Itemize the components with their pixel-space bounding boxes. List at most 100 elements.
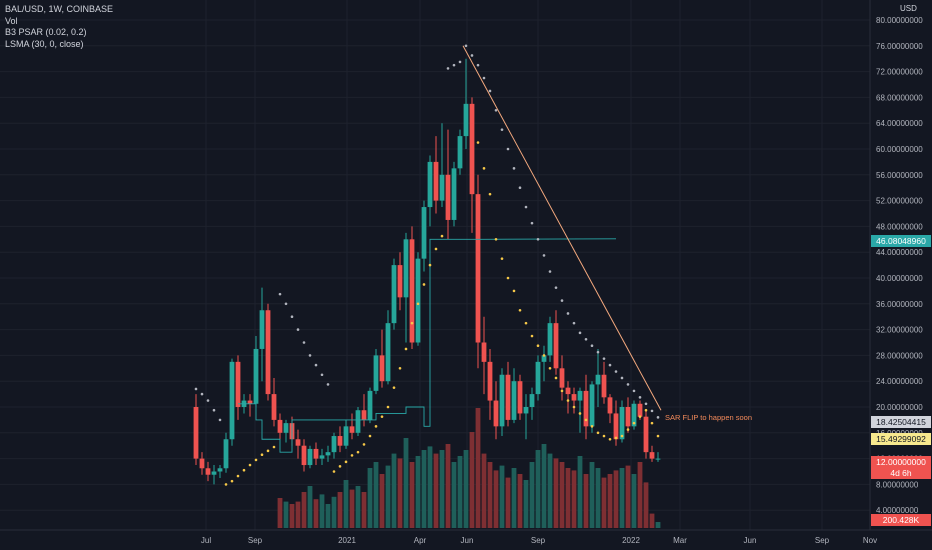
y-tick-label: 32.00000000	[876, 326, 923, 335]
candle-body	[259, 310, 265, 349]
psar-dot	[458, 60, 462, 64]
psar-dot	[650, 409, 654, 413]
psar-dot	[626, 383, 630, 386]
volume-bar	[451, 462, 457, 528]
candle-body	[577, 390, 583, 401]
y-tick-label: 80.00000000	[876, 16, 923, 25]
volume-bar	[391, 453, 397, 528]
volume-bar	[403, 438, 409, 528]
volume-bar	[361, 492, 367, 528]
volume-bar	[577, 456, 583, 528]
candle-body	[517, 381, 523, 414]
psar-dot	[626, 428, 630, 431]
psar-dot	[236, 474, 240, 478]
psar-dot	[590, 344, 594, 348]
candle-body	[391, 265, 397, 324]
y-tick-label: 76.00000000	[876, 42, 923, 51]
psar-dot	[572, 321, 576, 325]
psar-dot	[536, 344, 540, 348]
volume-bar	[295, 501, 301, 528]
psar-dot	[524, 205, 528, 209]
candle-body	[253, 348, 259, 404]
volume-bar	[589, 462, 595, 528]
volume-bar	[421, 450, 427, 528]
psar-dot	[656, 434, 660, 438]
candle-body	[361, 410, 367, 420]
candle-body	[265, 310, 271, 395]
candle-body	[331, 436, 337, 453]
psar-dot	[404, 347, 408, 351]
candle-body	[277, 419, 283, 433]
psar-dot	[566, 399, 570, 402]
x-tick-label: 2022	[622, 536, 640, 545]
candlesticks	[193, 58, 661, 485]
y-tick-label: 8.00000000	[876, 480, 919, 489]
psar-dot	[230, 479, 234, 483]
legend-symbol[interactable]: BAL/USD, 1W, COINBASE	[5, 4, 114, 14]
volume-tag: 200.428K	[871, 514, 931, 526]
volume-bar	[475, 408, 481, 528]
psar-dot	[614, 370, 618, 373]
psar-dot	[596, 350, 600, 354]
psar-dot	[602, 434, 606, 438]
x-tick-label: Sep	[531, 536, 546, 545]
y-tick-label: 36.00000000	[876, 300, 923, 309]
psar-dot	[356, 450, 360, 454]
volume-bar	[379, 474, 385, 528]
psar-dot	[620, 434, 624, 438]
legend-psar[interactable]: B3 PSAR (0.02, 0.2)	[5, 27, 87, 37]
volume-bar	[385, 465, 391, 528]
volume-bar	[439, 450, 445, 528]
volume-bar	[301, 492, 307, 528]
psar-dot	[554, 286, 558, 289]
candle-body	[409, 239, 415, 343]
psar-dot	[344, 460, 348, 464]
candle-body	[385, 323, 391, 382]
psar-dot	[350, 454, 354, 457]
volume-bar	[277, 498, 283, 528]
candle-body	[499, 374, 505, 427]
candle-body	[511, 381, 517, 420]
candle-body	[301, 445, 307, 466]
candle-body	[403, 239, 409, 298]
legend-volume[interactable]: Vol	[5, 15, 18, 26]
volume-bar	[559, 462, 565, 528]
candle-body	[355, 410, 361, 433]
volume-bar	[631, 474, 637, 528]
candle-body	[199, 458, 205, 469]
psar-dot	[266, 449, 270, 453]
psar-dot	[290, 315, 294, 319]
psar-dot	[494, 109, 498, 112]
psar-dot	[650, 421, 654, 425]
candle-body	[613, 413, 619, 440]
volume-bar	[517, 474, 523, 528]
candle-body	[223, 439, 229, 469]
candle-body	[451, 168, 457, 220]
candle-body	[205, 468, 211, 475]
psar-dot	[386, 405, 390, 409]
psar-dot	[542, 354, 546, 357]
y-tick-label: 72.00000000	[876, 68, 923, 77]
candle-body	[547, 323, 553, 356]
psar-upper-tag: 18.42504415	[871, 416, 931, 428]
candle-body	[649, 452, 655, 459]
volume-bar	[655, 522, 661, 528]
lsma-line	[238, 238, 617, 453]
psar-dot	[446, 67, 450, 70]
psar-dot	[332, 470, 336, 473]
psar-dot	[512, 167, 516, 170]
psar-dot	[326, 383, 330, 386]
grid-lines	[0, 0, 871, 530]
legend-lsma[interactable]: LSMA (30, 0, close)	[5, 38, 84, 49]
volume-bars	[277, 408, 661, 528]
x-tick-label: 2021	[338, 536, 356, 545]
volume-bar	[343, 480, 349, 528]
candle-body	[439, 174, 445, 201]
psar-dot	[296, 328, 300, 331]
time-axis[interactable]: Jul Sep 2021 Apr Jun Sep 2022 Mar Jun Sep Nov	[0, 529, 932, 545]
psar-dot	[506, 147, 510, 151]
psar-dot	[494, 238, 498, 241]
psar-dot	[362, 443, 366, 446]
candle-body	[217, 468, 223, 472]
